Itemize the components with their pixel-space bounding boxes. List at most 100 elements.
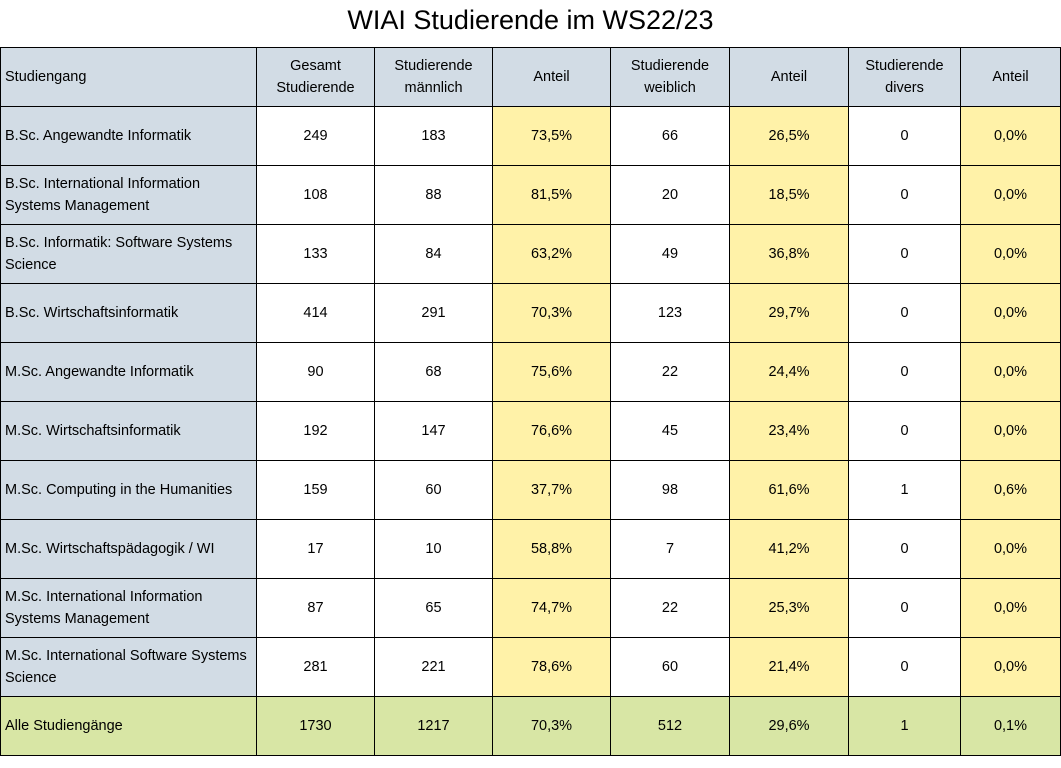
male-count-cell: 65 xyxy=(374,578,493,638)
male-share-cell: 70,3% xyxy=(492,696,611,756)
program-name-cell: M.Sc. Wirtschaftsinformatik xyxy=(0,401,257,461)
header-anteil-weiblich: Anteil xyxy=(729,47,849,107)
diverse-share-cell: 0,0% xyxy=(960,519,1061,579)
program-name-cell: M.Sc. International Software Systems Sci… xyxy=(0,637,257,697)
total-count-cell: 1730 xyxy=(256,696,375,756)
male-share-cell: 78,6% xyxy=(492,637,611,697)
female-count-cell: 20 xyxy=(610,165,730,225)
table-header-row: Studiengang Gesamt Studierende Studieren… xyxy=(0,47,1061,107)
total-count-cell: 159 xyxy=(256,460,375,520)
total-count-cell: 133 xyxy=(256,224,375,284)
table-row: M.Sc. Wirtschaftspädagogik / WI 17 10 58,8%… xyxy=(0,519,1061,579)
total-count-cell: 249 xyxy=(256,106,375,166)
diverse-share-cell: 0,0% xyxy=(960,224,1061,284)
diverse-share-cell: 0,0% xyxy=(960,283,1061,343)
male-share-cell: 63,2% xyxy=(492,224,611,284)
diverse-share-cell: 0,0% xyxy=(960,578,1061,638)
program-name-cell: B.Sc. International Information Systems … xyxy=(0,165,257,225)
table-row: B.Sc. Wirtschaftsinformatik 414 291 70,3% 12… xyxy=(0,283,1061,343)
female-share-cell: 41,2% xyxy=(729,519,849,579)
table-row: M.Sc. International Information Systems … xyxy=(0,578,1061,638)
diverse-count-cell: 0 xyxy=(848,106,961,166)
female-count-cell: 45 xyxy=(610,401,730,461)
male-count-cell: 221 xyxy=(374,637,493,697)
diverse-share-cell: 0,0% xyxy=(960,342,1061,402)
male-share-cell: 73,5% xyxy=(492,106,611,166)
program-name-cell: M.Sc. Computing in the Humanities xyxy=(0,460,257,520)
female-share-cell: 21,4% xyxy=(729,637,849,697)
total-row: Alle Studiengänge 1730 1217 70,3% 512 29,6% 1 0… xyxy=(0,696,1061,756)
female-share-cell: 25,3% xyxy=(729,578,849,638)
male-count-cell: 1217 xyxy=(374,696,493,756)
female-count-cell: 7 xyxy=(610,519,730,579)
male-share-cell: 76,6% xyxy=(492,401,611,461)
diverse-share-cell: 0,0% xyxy=(960,401,1061,461)
table-row: M.Sc. Angewandte Informatik 90 68 75,6% 22 24… xyxy=(0,342,1061,402)
male-count-cell: 10 xyxy=(374,519,493,579)
program-name-cell: Alle Studiengänge xyxy=(0,696,257,756)
diverse-count-cell: 0 xyxy=(848,224,961,284)
diverse-count-cell: 0 xyxy=(848,519,961,579)
table-row: B.Sc. International Information Systems … xyxy=(0,165,1061,225)
male-share-cell: 74,7% xyxy=(492,578,611,638)
diverse-count-cell: 1 xyxy=(848,460,961,520)
female-count-cell: 66 xyxy=(610,106,730,166)
diverse-count-cell: 0 xyxy=(848,283,961,343)
table-row: M.Sc. Computing in the Humanities 159 60 37… xyxy=(0,460,1061,520)
female-share-cell: 36,8% xyxy=(729,224,849,284)
header-divers: Studierende divers xyxy=(848,47,961,107)
male-share-cell: 81,5% xyxy=(492,165,611,225)
diverse-share-cell: 0,0% xyxy=(960,165,1061,225)
program-name-cell: M.Sc. Wirtschaftspädagogik / WI xyxy=(0,519,257,579)
female-share-cell: 26,5% xyxy=(729,106,849,166)
header-studiengang: Studiengang xyxy=(0,47,257,107)
male-count-cell: 60 xyxy=(374,460,493,520)
table-row: B.Sc. Informatik: Software Systems Scien… xyxy=(0,224,1061,284)
total-count-cell: 192 xyxy=(256,401,375,461)
male-count-cell: 291 xyxy=(374,283,493,343)
diverse-count-cell: 0 xyxy=(848,165,961,225)
female-count-cell: 512 xyxy=(610,696,730,756)
female-share-cell: 24,4% xyxy=(729,342,849,402)
diverse-share-cell: 0,6% xyxy=(960,460,1061,520)
male-share-cell: 70,3% xyxy=(492,283,611,343)
male-count-cell: 88 xyxy=(374,165,493,225)
female-count-cell: 49 xyxy=(610,224,730,284)
male-share-cell: 37,7% xyxy=(492,460,611,520)
male-share-cell: 58,8% xyxy=(492,519,611,579)
male-count-cell: 183 xyxy=(374,106,493,166)
students-table: Studiengang Gesamt Studierende Studieren… xyxy=(0,47,1061,756)
total-count-cell: 87 xyxy=(256,578,375,638)
header-maennlich: Studierende männlich xyxy=(374,47,493,107)
female-share-cell: 23,4% xyxy=(729,401,849,461)
total-count-cell: 108 xyxy=(256,165,375,225)
female-share-cell: 29,6% xyxy=(729,696,849,756)
total-count-cell: 414 xyxy=(256,283,375,343)
total-count-cell: 17 xyxy=(256,519,375,579)
header-anteil-maennlich: Anteil xyxy=(492,47,611,107)
diverse-share-cell: 0,0% xyxy=(960,637,1061,697)
female-share-cell: 18,5% xyxy=(729,165,849,225)
table-row: M.Sc. Wirtschaftsinformatik 192 147 76,6% 45… xyxy=(0,401,1061,461)
male-share-cell: 75,6% xyxy=(492,342,611,402)
header-anteil-divers: Anteil xyxy=(960,47,1061,107)
total-count-cell: 281 xyxy=(256,637,375,697)
header-weiblich: Studierende weiblich xyxy=(610,47,730,107)
program-name-cell: B.Sc. Angewandte Informatik xyxy=(0,106,257,166)
diverse-count-cell: 0 xyxy=(848,637,961,697)
diverse-share-cell: 0,1% xyxy=(960,696,1061,756)
female-share-cell: 61,6% xyxy=(729,460,849,520)
program-name-cell: B.Sc. Informatik: Software Systems Scien… xyxy=(0,224,257,284)
page-title: WIAI Studierende im WS22/23 xyxy=(347,5,714,35)
total-count-cell: 90 xyxy=(256,342,375,402)
diverse-count-cell: 0 xyxy=(848,578,961,638)
female-count-cell: 60 xyxy=(610,637,730,697)
female-share-cell: 29,7% xyxy=(729,283,849,343)
female-count-cell: 22 xyxy=(610,578,730,638)
diverse-count-cell: 0 xyxy=(848,342,961,402)
diverse-count-cell: 0 xyxy=(848,401,961,461)
diverse-count-cell: 1 xyxy=(848,696,961,756)
program-name-cell: B.Sc. Wirtschaftsinformatik xyxy=(0,283,257,343)
table-row: B.Sc. Angewandte Informatik 249 183 73,5% 66… xyxy=(0,106,1061,166)
program-name-cell: M.Sc. International Information Systems … xyxy=(0,578,257,638)
